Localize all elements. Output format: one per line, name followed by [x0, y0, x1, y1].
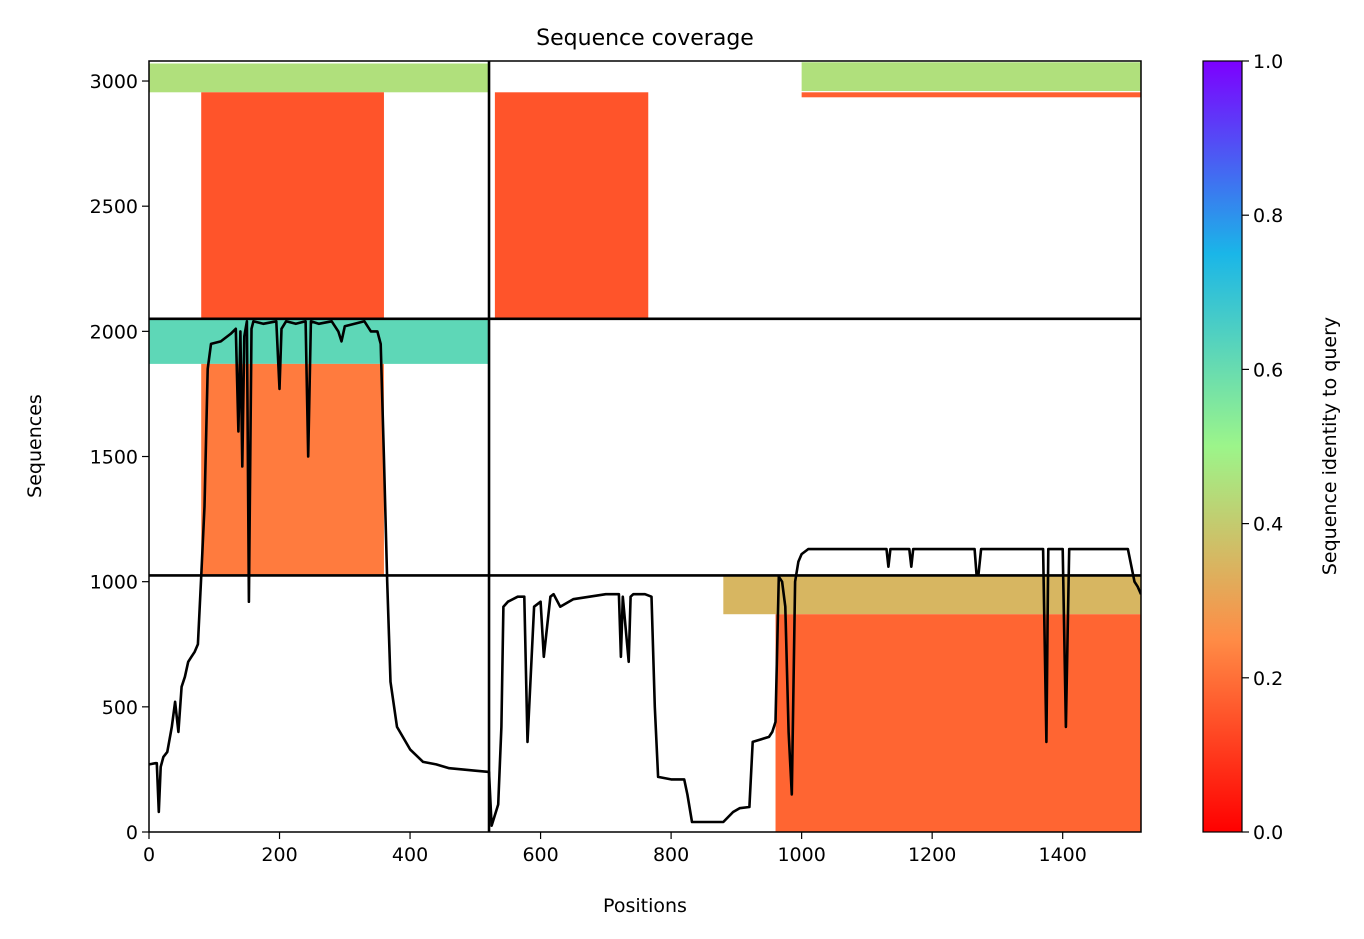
colorbar-tick-label: 1.0 — [1253, 51, 1283, 73]
y-axis-label: Sequences — [24, 394, 46, 498]
y-tick-label: 500 — [102, 697, 138, 719]
heatmap-layer — [149, 62, 1141, 832]
y-tick-label: 0 — [126, 822, 138, 844]
chain1-block-middle — [149, 318, 490, 576]
x-axis: 0 200 400 600 800 1000 1200 1400 — [143, 832, 1087, 866]
x-tick-label: 1200 — [908, 844, 956, 866]
x-tick-label: 400 — [392, 844, 428, 866]
y-tick-label: 1000 — [90, 572, 138, 594]
coverage-band — [201, 363, 384, 576]
colorbar — [1202, 60, 1243, 833]
coverage-band — [723, 575, 1141, 615]
coverage-band — [201, 92, 384, 319]
colorbar-tick-label: 0.8 — [1253, 205, 1283, 227]
chain2-block-bottom — [723, 575, 1141, 832]
y-tick-label: 2500 — [90, 196, 138, 218]
x-tick-label: 200 — [261, 844, 297, 866]
coverage-band — [775, 614, 1141, 832]
y-axis: 0 500 1000 1500 2000 2500 3000 — [90, 71, 149, 844]
x-tick-label: 0 — [143, 844, 155, 866]
colorbar-tick-label: 0.0 — [1253, 822, 1283, 844]
colorbar-tick-label: 0.6 — [1253, 359, 1283, 381]
x-tick-label: 1400 — [1039, 844, 1087, 866]
chain-boundaries — [149, 61, 1141, 832]
y-tick-label: 2000 — [90, 321, 138, 343]
x-tick-label: 1000 — [777, 844, 825, 866]
x-axis-label: Positions — [603, 895, 687, 917]
coverage-band — [801, 92, 1141, 98]
y-tick-label: 3000 — [90, 71, 138, 93]
coverage-line — [149, 320, 1141, 827]
coverage-band — [801, 62, 1141, 92]
x-tick-label: 800 — [653, 844, 689, 866]
colorbar-tick-label: 0.4 — [1253, 514, 1283, 536]
coverage-band — [149, 63, 490, 93]
coverage-band — [149, 318, 490, 364]
colorbar-label: Sequence identity to query — [1319, 317, 1341, 575]
y-tick-label: 1500 — [90, 447, 138, 469]
x-tick-label: 600 — [522, 844, 558, 866]
chain1-block-top — [149, 63, 490, 319]
chart-title: Sequence coverage — [536, 26, 754, 51]
coverage-band — [494, 92, 649, 319]
plot-frame — [148, 60, 1142, 833]
colorbar-axis: 0.0 0.2 0.4 0.6 0.8 1.0 — [1242, 51, 1283, 844]
colorbar-tick-label: 0.2 — [1253, 668, 1283, 690]
chain2-block-top — [494, 62, 1141, 319]
